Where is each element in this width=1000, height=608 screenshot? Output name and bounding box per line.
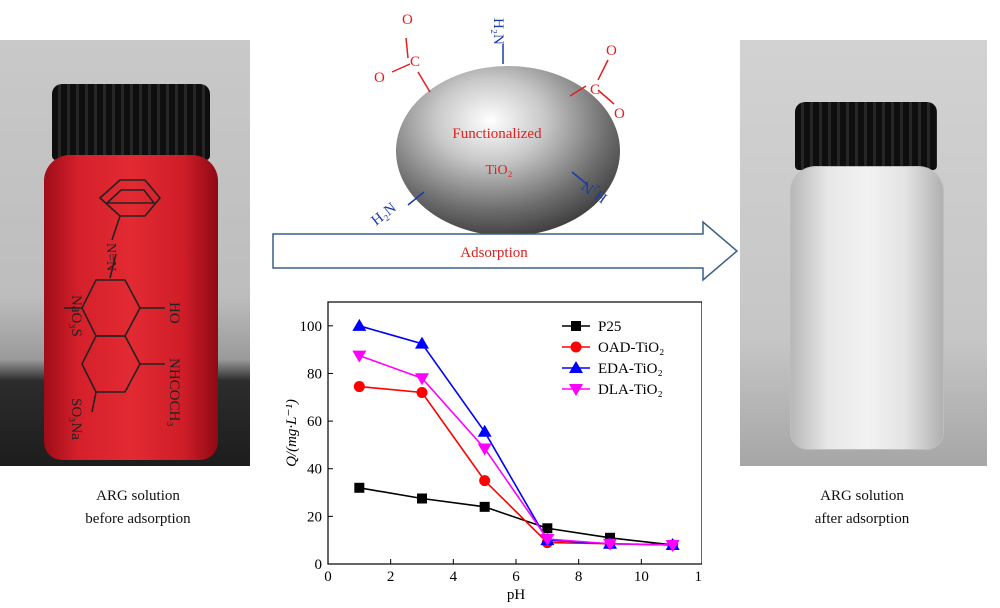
data-point — [603, 538, 617, 551]
legend-label: P25 — [598, 319, 621, 335]
jar-cap — [795, 102, 937, 170]
data-point — [479, 501, 490, 512]
legend-label: DLA-TiO₂ — [598, 382, 663, 398]
data-point — [352, 318, 367, 331]
data-point — [542, 523, 553, 534]
ho-label: HO — [166, 302, 182, 324]
chart-axes: 0 2 4 6 8 10 12 0 20 40 60 80 100 pH Q/(mg·L⁻¹) — [284, 301, 703, 603]
jar-cap — [52, 84, 210, 160]
x-tick-label: 4 — [450, 569, 458, 585]
azo-label: N=N — [103, 243, 118, 271]
y-tick-label: 80 — [307, 366, 322, 382]
x-tick-label: 2 — [387, 569, 395, 585]
naphthalene-ring-2 — [81, 335, 141, 393]
legend-label: EDA-TiO₂ — [598, 361, 663, 377]
data-point — [477, 443, 492, 456]
x-tick-label: 8 — [575, 569, 583, 585]
sphere-label-line1: Functionalized — [452, 126, 542, 142]
data-point — [665, 539, 680, 552]
jar-clear-solution — [790, 166, 944, 450]
plot-frame — [327, 301, 702, 565]
caption-after: ARG solution after adsorption — [762, 485, 962, 531]
carboxyl-o-top-left: O — [402, 12, 413, 28]
y-tick-label: 100 — [300, 319, 323, 335]
caption-before-line2: before adsorption — [85, 511, 191, 527]
data-point — [415, 336, 429, 349]
y-tick-label: 0 — [315, 557, 323, 573]
x-tick-label: 0 — [324, 569, 332, 585]
carboxyl-o-left: O — [374, 70, 385, 86]
data-point — [540, 533, 555, 546]
x-tick-label: 12 — [695, 569, 703, 585]
caption-after-line2: after adsorption — [814, 511, 910, 527]
data-point — [354, 482, 365, 493]
x-tick-label: 10 — [634, 569, 649, 585]
carboxyl-o-top-right: O — [606, 43, 617, 59]
data-point — [415, 373, 429, 386]
legend-marker — [571, 321, 581, 331]
tio2-sphere — [396, 66, 620, 236]
data-point — [477, 424, 492, 437]
legend-marker — [569, 361, 583, 373]
arg-molecule-structure: N=N NaO₃S HO NHCOCH₃ SO₃Na — [64, 179, 182, 440]
caption-before: ARG solution before adsorption — [38, 485, 238, 531]
x-tick-label: 6 — [512, 569, 520, 585]
amine-group-left: H₂N — [369, 200, 400, 229]
chart-legend: P25 OAD-TiO₂ EDA-TiO₂ DLA-TiO₂ — [562, 319, 664, 398]
na-o3s-label: NaO₃S — [68, 295, 84, 337]
carboxyl-c-left: C — [410, 54, 420, 70]
y-tick-label: 40 — [307, 462, 322, 478]
so3na-label: SO₃Na — [68, 398, 84, 440]
legend-label: OAD-TiO₂ — [598, 340, 664, 356]
data-point — [353, 381, 365, 393]
data-point — [352, 350, 367, 363]
legend-marker — [569, 384, 583, 396]
data-point — [417, 493, 427, 504]
photo-before-adsorption: N=N NaO₃S HO NHCOCH₃ SO₃Na — [0, 40, 250, 466]
adsorption-ph-chart: 0 2 4 6 8 10 12 0 20 40 60 80 100 pH Q/(mg·L⁻¹) P25 OAD… — [284, 301, 703, 603]
adsorption-arrow — [272, 220, 739, 282]
sphere-label-line2: TiO₂ — [486, 163, 513, 178]
series-line-0 — [359, 486, 673, 546]
amine-group-top: H₂N — [490, 18, 506, 45]
y-tick-label: 60 — [307, 414, 322, 430]
nhcoch3-label: NHCOCH₃ — [166, 358, 182, 427]
y-axis-label: Q/(mg·L⁻¹) — [284, 399, 300, 467]
adsorption-label: Adsorption — [460, 245, 528, 261]
caption-before-line1: ARG solution — [96, 488, 180, 504]
y-tick-label: 20 — [307, 509, 322, 525]
photo-after-adsorption — [740, 40, 987, 466]
carboxyl-o-right: O — [614, 106, 625, 122]
x-axis-label: pH — [507, 587, 526, 603]
series-line-1 — [359, 385, 673, 546]
legend-marker — [570, 341, 582, 353]
data-point — [479, 475, 491, 487]
caption-after-line1: ARG solution — [820, 488, 904, 504]
data-point — [416, 387, 428, 399]
chart-series — [352, 318, 680, 552]
adsorption-scheme: Functionalized TiO₂ H₂N H₂N H₂N O O C O … — [272, 12, 739, 282]
series-line-3 — [359, 354, 673, 546]
carboxyl-c-right: C — [590, 82, 600, 98]
